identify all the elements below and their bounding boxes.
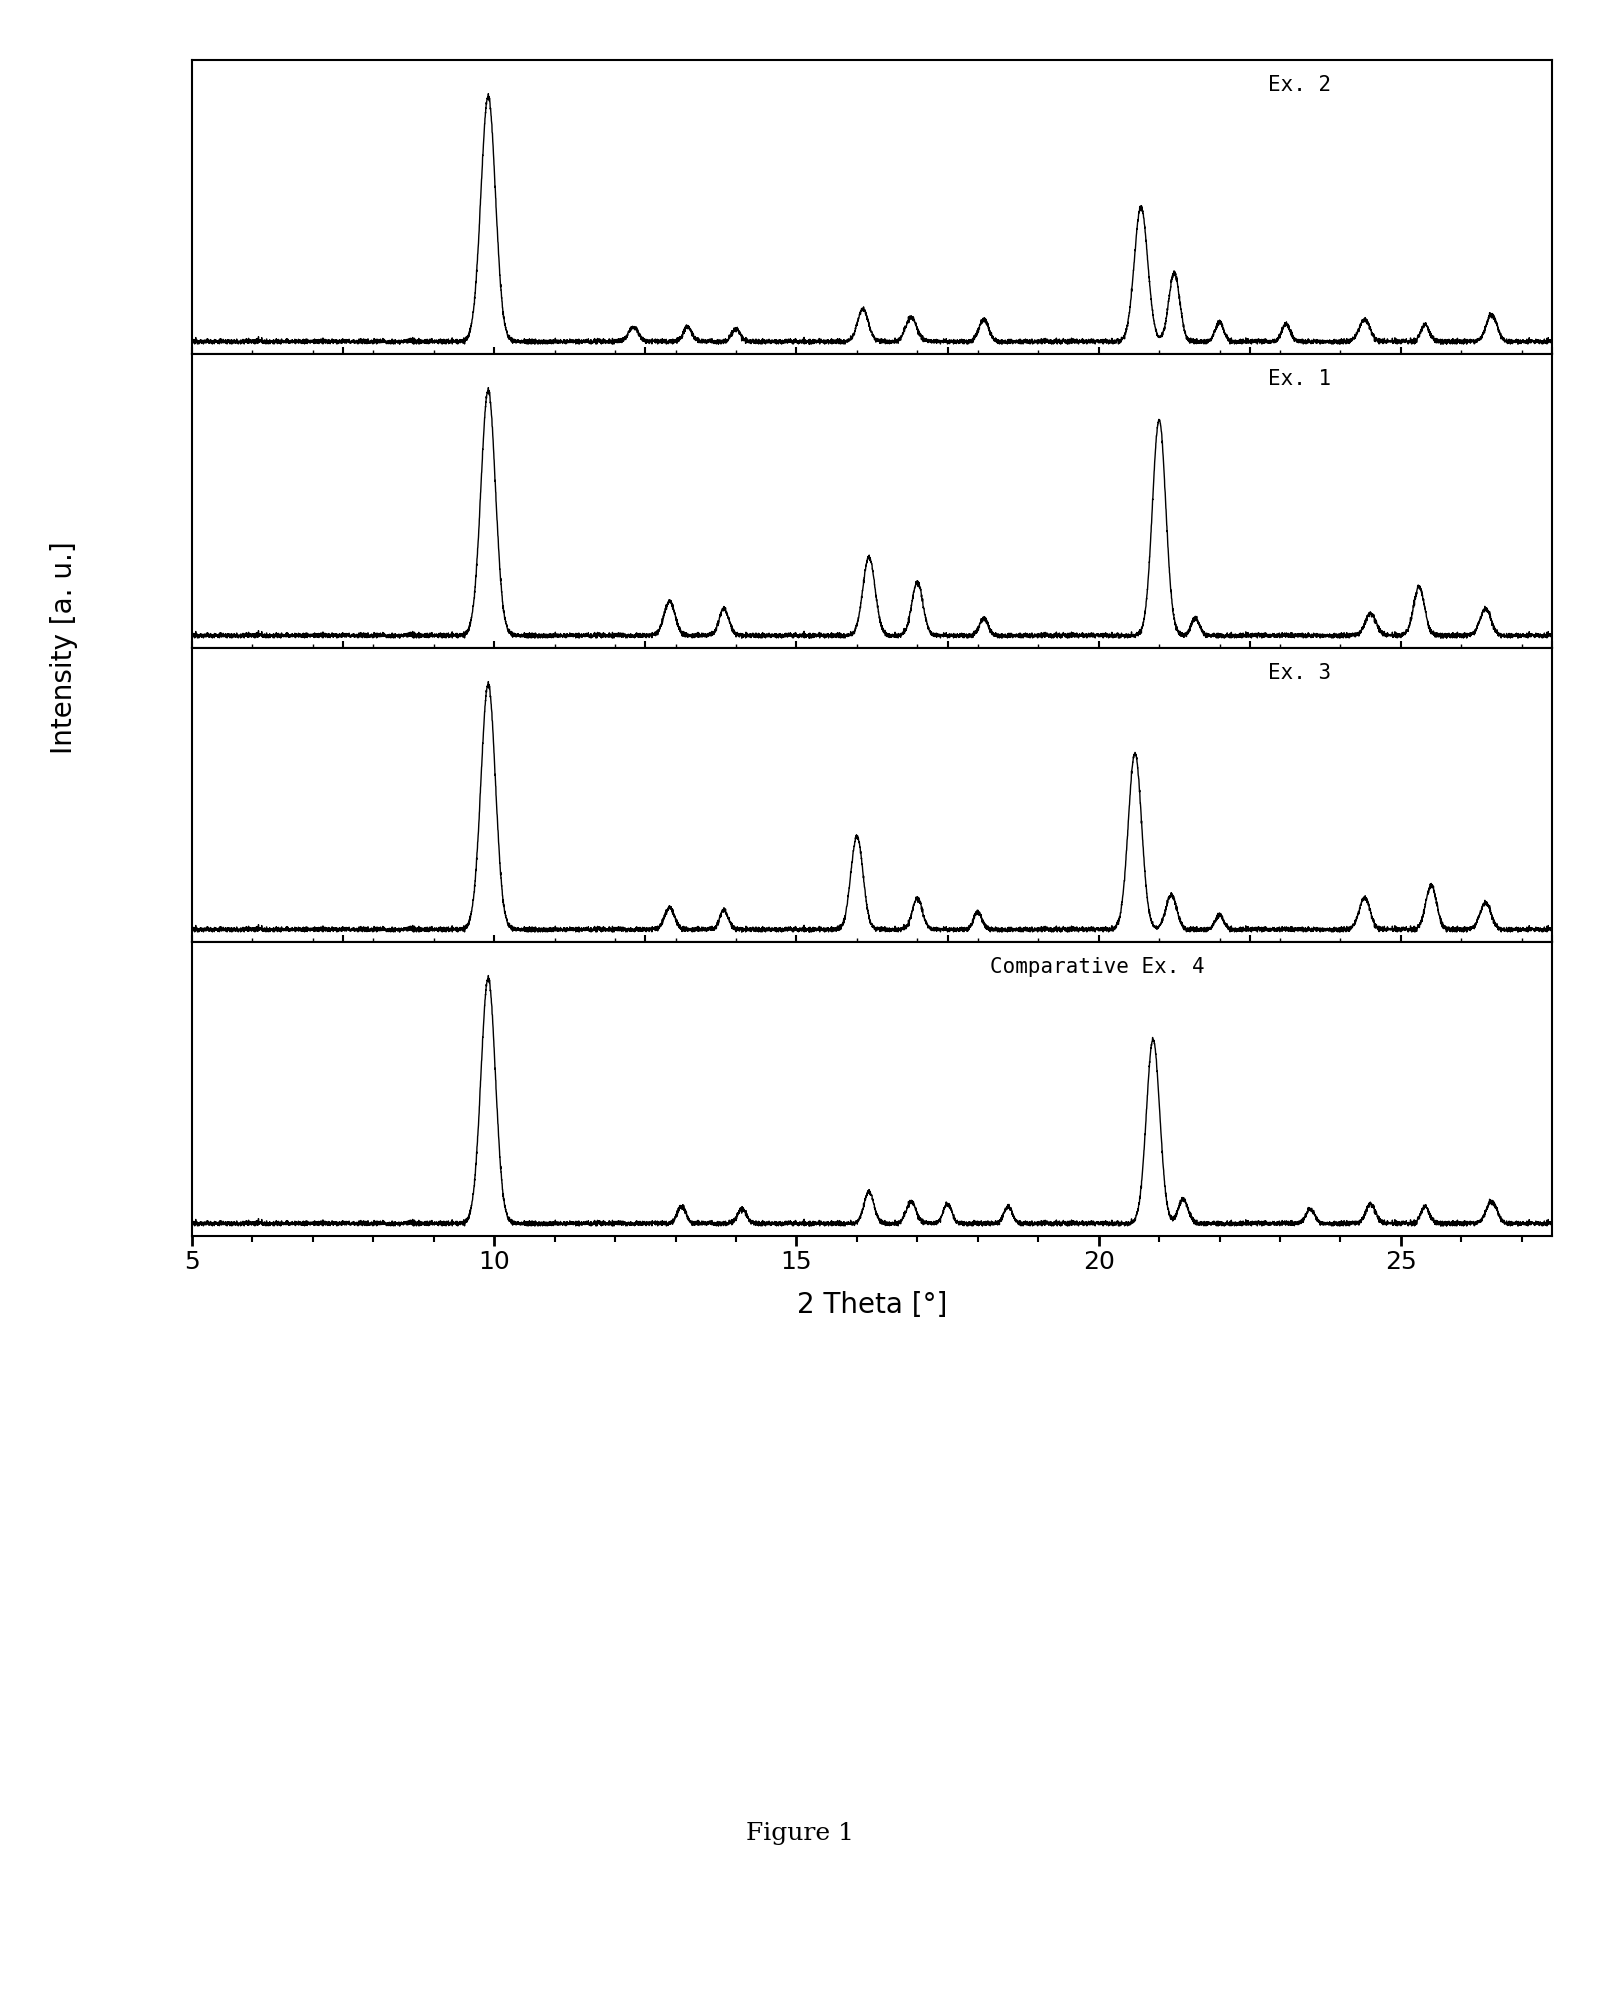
Text: Intensity [a. u.]: Intensity [a. u.]: [50, 542, 78, 753]
Text: Ex. 2: Ex. 2: [1267, 76, 1331, 96]
Text: Comparative Ex. 4: Comparative Ex. 4: [990, 957, 1205, 977]
X-axis label: 2 Theta [°]: 2 Theta [°]: [797, 1291, 947, 1319]
Text: Figure 1: Figure 1: [746, 1822, 854, 1846]
Text: Ex. 1: Ex. 1: [1267, 369, 1331, 389]
Text: Ex. 3: Ex. 3: [1267, 664, 1331, 684]
